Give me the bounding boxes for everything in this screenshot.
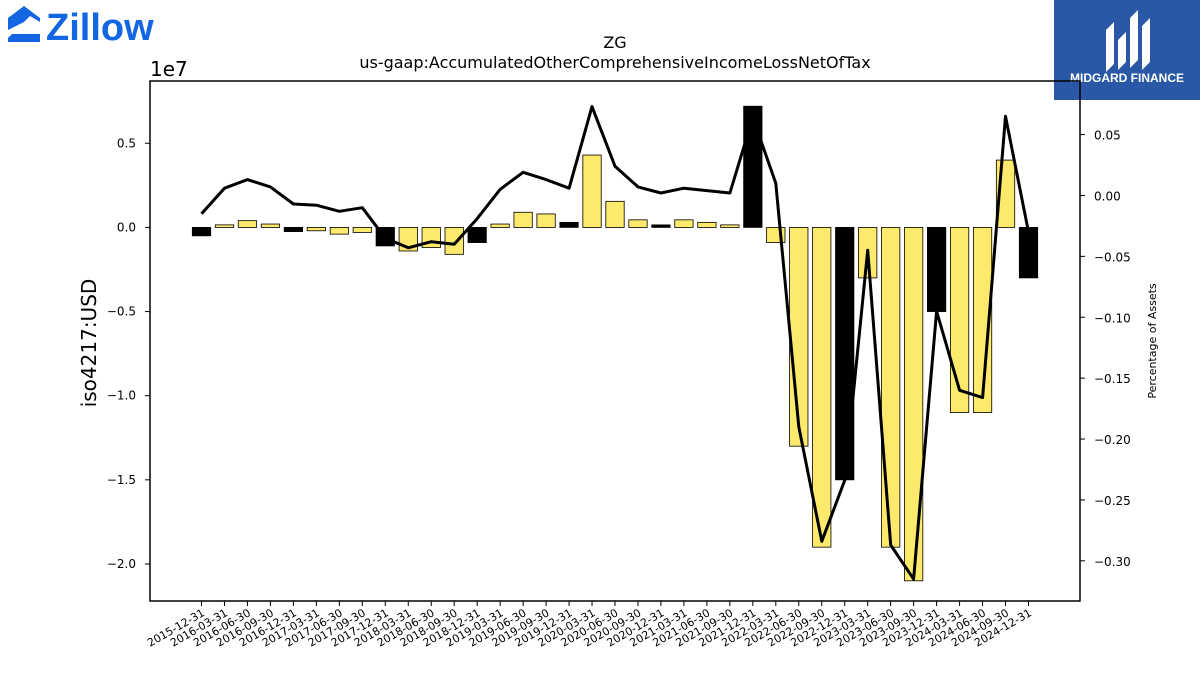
bar-2019-09-30 xyxy=(536,213,556,228)
bar-2018-12-31 xyxy=(467,227,487,243)
bar-2023-09-30 xyxy=(904,227,924,582)
y-tick-label: 0.0 xyxy=(117,220,136,234)
bar-2015-12-31 xyxy=(191,227,212,237)
y2-tick-label: −0.10 xyxy=(1094,311,1131,325)
bar-2020-06-30 xyxy=(605,200,625,228)
bar-2018-09-30 xyxy=(444,227,464,255)
bar-2023-06-30 xyxy=(881,227,901,548)
bar-2016-12-31 xyxy=(283,227,303,233)
y2-tick-label: −0.25 xyxy=(1094,494,1131,508)
bar-2016-03-31 xyxy=(214,224,235,228)
bar-series xyxy=(191,105,1039,582)
bar-2019-06-30 xyxy=(513,211,533,228)
y-tick-label: 0.5 xyxy=(117,136,136,150)
bar-2019-12-31 xyxy=(559,221,579,228)
y2-tick-label: −0.05 xyxy=(1094,250,1131,264)
y-tick-label: −1.5 xyxy=(107,473,136,487)
percentage-line xyxy=(200,105,1030,581)
bar-2016-06-30 xyxy=(237,220,258,228)
bar-2024-03-31 xyxy=(949,227,970,413)
bar-2017-06-30 xyxy=(329,227,349,235)
y2-axis-label: Percentage of Assets xyxy=(1146,283,1159,399)
bar-2016-09-30 xyxy=(260,223,281,228)
chart-title: ZG xyxy=(603,33,626,52)
bar-2021-12-31 xyxy=(743,105,763,228)
bar-2020-03-31 xyxy=(582,154,602,228)
bar-2024-12-31 xyxy=(1018,227,1039,279)
zillow-house-icon xyxy=(8,6,40,42)
y2-tick-label: −0.15 xyxy=(1094,372,1131,386)
y2-axis-ticks: 0.05 0.00 −0.05 −0.10 −0.15 −0.20 −0.25 −0.30 xyxy=(1080,129,1131,569)
bar-2017-09-30 xyxy=(352,227,372,233)
y2-tick-label: 0.05 xyxy=(1094,129,1121,143)
zillow-logo: Zillow xyxy=(8,6,154,46)
chart-subtitle: us-gaap:AccumulatedOtherComprehensiveInc… xyxy=(359,53,870,72)
bar-2021-06-30 xyxy=(697,221,717,228)
y2-tick-label: −0.30 xyxy=(1094,555,1131,569)
bar-2022-12-31 xyxy=(835,227,855,481)
bar-2021-03-31 xyxy=(674,219,694,228)
y-tick-label: −2.0 xyxy=(107,557,136,571)
zillow-logo-text: Zillow xyxy=(46,7,154,46)
midgard-finance-logo: MIDGARD FINANCE xyxy=(1054,0,1200,100)
y-offset-label: 1e7 xyxy=(150,57,188,81)
x-axis-ticks: 2015-12-312016-03-312016-06-302016-09-30… xyxy=(145,601,1034,650)
y2-tick-label: −0.20 xyxy=(1094,433,1131,447)
midgard-logo-text: MIDGARD FINANCE xyxy=(1070,71,1184,85)
bar-2023-12-31 xyxy=(927,227,947,312)
bar-2019-03-31 xyxy=(490,223,510,228)
bar-2021-09-30 xyxy=(720,224,740,228)
bar-2017-03-31 xyxy=(306,227,326,232)
bar-2020-12-31 xyxy=(651,224,671,228)
bar-2024-06-30 xyxy=(972,227,993,413)
y-tick-label: −1.0 xyxy=(107,389,136,403)
y-axis-label: iso4217:USD xyxy=(77,279,101,408)
y2-tick-label: 0.00 xyxy=(1094,189,1121,203)
midgard-emblem-icon: MIDGARD FINANCE xyxy=(1070,10,1184,85)
plot-frame xyxy=(149,80,1081,602)
y-tick-label: −0.5 xyxy=(107,305,136,319)
bar-2022-09-30 xyxy=(812,227,832,548)
bar-2020-09-30 xyxy=(628,219,648,228)
y-axis-ticks: 0.5 0.0 −0.5 −1.0 −1.5 −2.0 xyxy=(107,136,150,571)
